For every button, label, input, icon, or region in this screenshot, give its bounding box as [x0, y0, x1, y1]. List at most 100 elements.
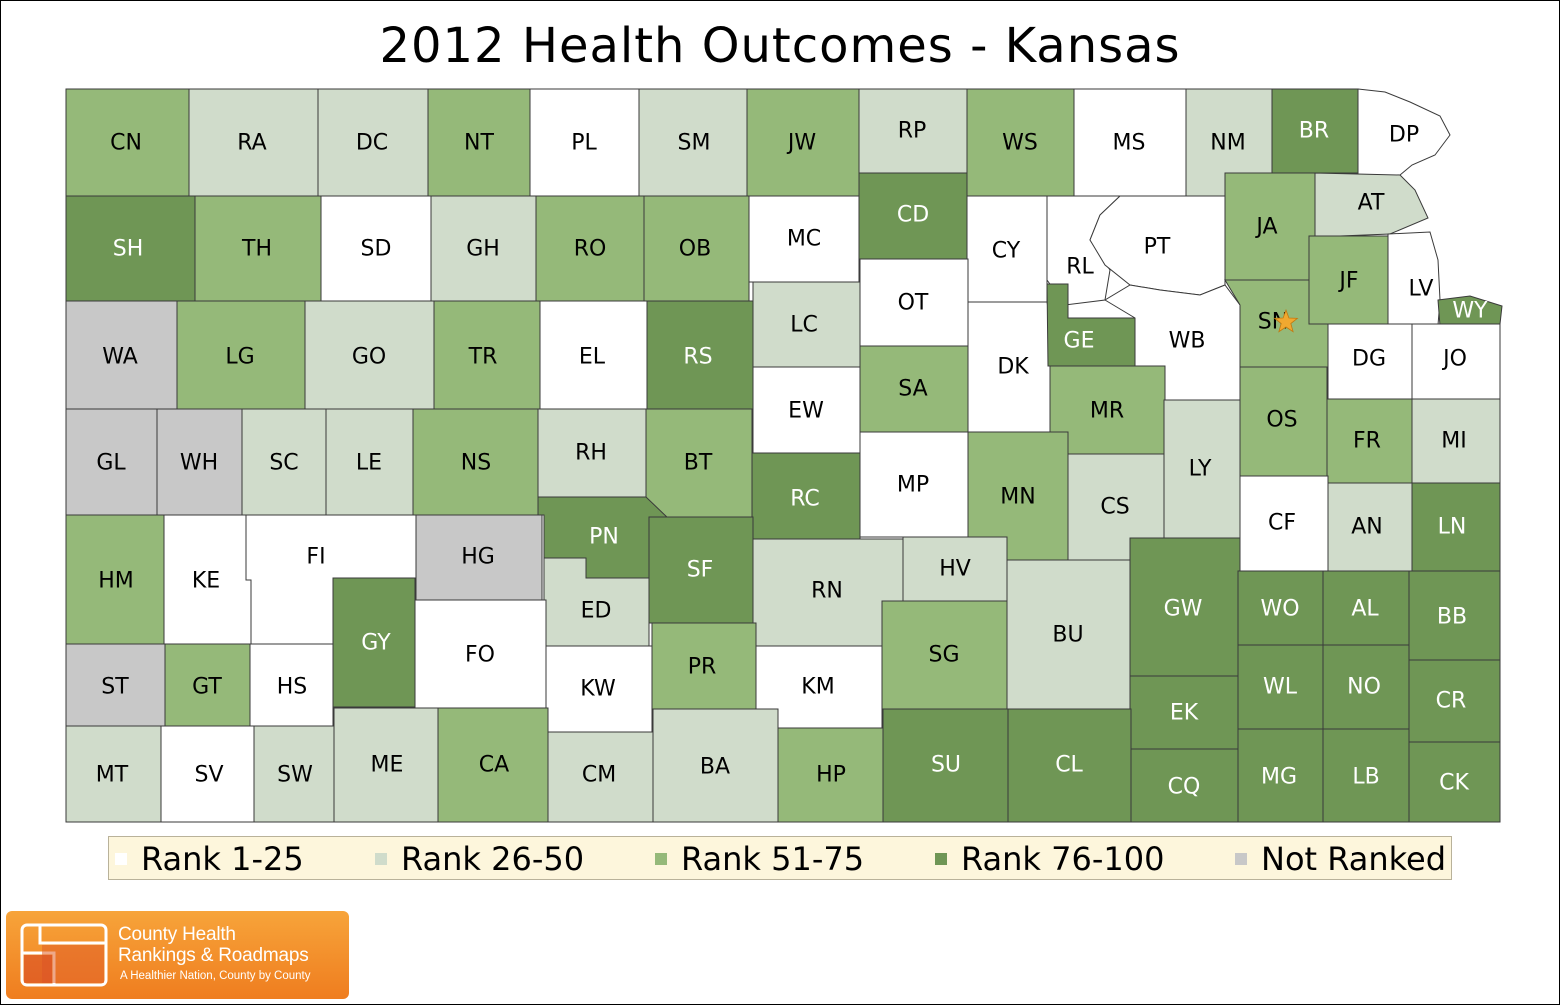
county-label-dp: DP: [1389, 123, 1419, 148]
county-label-at: AT: [1358, 191, 1385, 216]
county-label-no: NO: [1347, 675, 1381, 700]
county-label-kw: KW: [580, 677, 616, 702]
county-label-sa: SA: [898, 377, 927, 402]
county-label-km: KM: [801, 675, 834, 700]
county-label-wa: WA: [102, 345, 138, 370]
county-label-ja: JA: [1254, 215, 1277, 240]
county-label-an: AN: [1351, 515, 1383, 540]
county-label-ly: LY: [1189, 457, 1212, 482]
county-label-wb: WB: [1169, 329, 1206, 354]
county-label-ew: EW: [788, 399, 824, 424]
county-label-mi: MI: [1441, 429, 1466, 454]
county-label-mg: MG: [1261, 765, 1297, 790]
logo-tagline: A Healthier Nation, County by County: [120, 970, 311, 982]
county-label-su: SU: [931, 753, 961, 778]
county-label-sg: SG: [928, 643, 959, 668]
county-label-ra: RA: [237, 131, 266, 156]
county-label-os: OS: [1266, 408, 1297, 433]
county-label-sw: SW: [277, 763, 313, 788]
county-label-bt: BT: [684, 451, 713, 476]
marker-layer: [1273, 308, 1299, 333]
county-label-mc: MC: [787, 227, 821, 252]
county-label-hv: HV: [939, 557, 971, 582]
county-label-sd: SD: [361, 237, 392, 262]
county-label-fi: FI: [306, 545, 325, 570]
logo-name-line2: Rankings & Roadmaps: [118, 945, 309, 966]
county-label-bb: BB: [1437, 605, 1467, 630]
county-label-cs: CS: [1100, 495, 1129, 520]
county-label-pt: PT: [1144, 235, 1171, 260]
county-label-mn: MN: [1000, 485, 1035, 510]
county-label-jf: JF: [1337, 269, 1358, 294]
county-label-el: EL: [579, 345, 606, 370]
county-label-pr: PR: [688, 655, 717, 680]
county-label-wy: WY: [1452, 299, 1488, 324]
county-label-cn: CN: [110, 131, 142, 156]
county-label-bu: BU: [1052, 623, 1083, 648]
legend-item-rank-1-25: Rank 1-25: [115, 837, 304, 881]
county-label-gy: GY: [361, 631, 391, 656]
county-layer: [65, 88, 1503, 823]
county-label-gl: GL: [96, 451, 126, 476]
county-label-wh: WH: [180, 451, 218, 476]
county-label-hm: HM: [98, 569, 134, 594]
county-label-nt: NT: [464, 131, 494, 156]
county-label-lg: LG: [225, 345, 254, 370]
county-label-cl: CL: [1055, 753, 1083, 778]
county-label-cr: CR: [1436, 689, 1467, 714]
county-label-lb: LB: [1352, 765, 1379, 790]
county-label-jo: JO: [1441, 347, 1467, 372]
county-label-dk: DK: [997, 355, 1029, 380]
county-label-mt: MT: [96, 763, 129, 788]
county-label-sv: SV: [194, 763, 223, 788]
county-wy: [1437, 295, 1503, 327]
county-label-gw: GW: [1164, 597, 1203, 622]
county-label-mp: MP: [897, 473, 929, 498]
county-label-rn: RN: [811, 579, 843, 604]
county-label-th: TH: [241, 237, 272, 262]
county-label-rs: RS: [683, 345, 712, 370]
logo-name-line1: County Health: [118, 924, 236, 945]
county-label-fo: FO: [465, 643, 495, 668]
county-label-rh: RH: [575, 441, 607, 466]
county-label-br: BR: [1299, 119, 1329, 144]
county-label-ns: NS: [461, 451, 491, 476]
county-label-cf: CF: [1268, 511, 1296, 536]
county-label-fr: FR: [1353, 429, 1381, 454]
county-label-ob: OB: [679, 237, 711, 262]
county-label-ke: KE: [192, 569, 220, 594]
county-label-lc: LC: [790, 313, 818, 338]
county-label-wl: WL: [1263, 675, 1298, 700]
legend-item-rank-76-100: Rank 76-100: [935, 837, 1164, 881]
county-label-me: ME: [371, 753, 404, 778]
county-label-ms: MS: [1113, 131, 1146, 156]
county-label-ro: RO: [574, 237, 607, 262]
county-label-sm: SM: [678, 131, 711, 156]
county-label-le: LE: [356, 451, 382, 476]
legend-label: Rank 76-100: [961, 840, 1165, 878]
county-label-al: AL: [1351, 597, 1379, 622]
legend-swatch: [655, 853, 667, 865]
legend-item-not-ranked: Not Ranked: [1235, 837, 1446, 881]
legend-swatch: [375, 853, 387, 865]
county-label-dc: DC: [356, 131, 388, 156]
county-label-cm: CM: [582, 763, 616, 788]
county-label-hp: HP: [816, 763, 846, 788]
legend-item-rank-51-75: Rank 51-75: [655, 837, 864, 881]
roadmap-logo-icon: [20, 923, 108, 987]
county-label-gh: GH: [466, 237, 500, 262]
county-label-ba: BA: [700, 755, 730, 780]
county-label-jw: JW: [786, 131, 816, 156]
county-label-nm: NM: [1210, 131, 1245, 156]
county-label-ge: GE: [1064, 329, 1095, 354]
county-label-sh: SH: [113, 237, 144, 262]
legend-label: Rank 1-25: [141, 840, 304, 878]
legend-swatch: [115, 853, 127, 865]
county-ck: [1408, 741, 1501, 823]
county-label-pn: PN: [589, 525, 619, 550]
county-label-go: GO: [352, 345, 386, 370]
legend-item-rank-26-50: Rank 26-50: [375, 837, 584, 881]
county-label-mr: MR: [1090, 399, 1124, 424]
county-label-cy: CY: [992, 239, 1021, 264]
